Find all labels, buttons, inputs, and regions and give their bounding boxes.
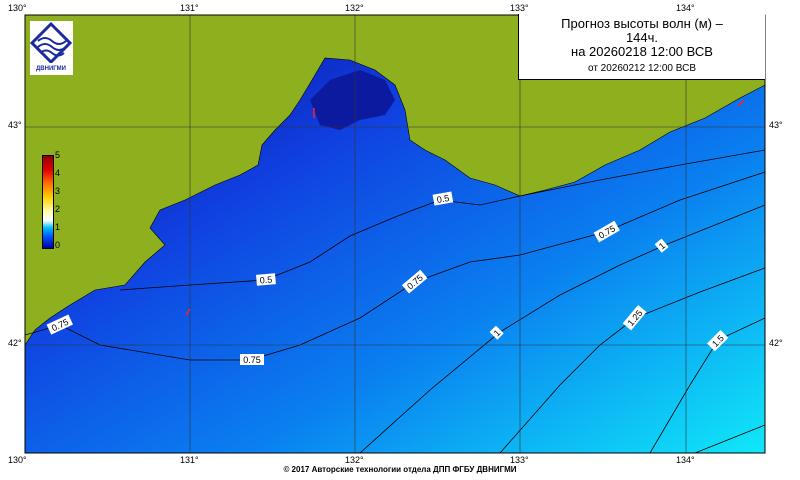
grid bbox=[25, 15, 765, 453]
color-scale-legend bbox=[42, 155, 54, 249]
copyright-footer: © 2017 Авторские технологии отдела ДПП Ф… bbox=[283, 465, 517, 474]
legend-label: 5 bbox=[55, 150, 61, 160]
contour-label: 0.5 bbox=[256, 273, 276, 286]
svg-text:0.75: 0.75 bbox=[243, 355, 261, 365]
legend-label: 4 bbox=[55, 168, 61, 178]
lon-tick: 130° bbox=[8, 3, 27, 13]
lon-tick: 134° bbox=[676, 455, 695, 465]
land bbox=[25, 15, 765, 346]
lat-tick: 43° bbox=[8, 120, 22, 130]
lon-tick: 132° bbox=[345, 455, 364, 465]
valid-time: на 20260218 12:00 ВСВ bbox=[571, 44, 713, 59]
contour-label: 1 bbox=[489, 325, 504, 340]
lon-tick: 131° bbox=[180, 3, 199, 13]
svg-text:0.5: 0.5 bbox=[259, 274, 272, 285]
lat-tick: 43° bbox=[769, 120, 783, 130]
lon-tick: 132° bbox=[345, 3, 364, 13]
lon-tick: 134° bbox=[676, 3, 695, 13]
lon-tick: 130° bbox=[8, 455, 27, 465]
legend-label: 0 bbox=[55, 240, 61, 250]
svg-text:1: 1 bbox=[657, 241, 667, 252]
contour-label: 0.75 bbox=[240, 354, 264, 365]
lon-tick: 131° bbox=[180, 455, 199, 465]
legend-label: 1 bbox=[55, 222, 61, 232]
legend-label: 2 bbox=[55, 204, 61, 214]
legend-label: 3 bbox=[55, 186, 61, 196]
svg-text:1: 1 bbox=[492, 328, 503, 339]
contour-label: 0.5 bbox=[432, 191, 454, 206]
issued-time: от 20260212 12:00 ВСВ bbox=[587, 63, 696, 74]
lat-tick: 42° bbox=[769, 338, 783, 348]
lat-tick: 42° bbox=[8, 338, 22, 348]
title-line1: Прогноз высоты волн (м) – bbox=[561, 16, 723, 31]
lon-tick: 133° bbox=[510, 455, 529, 465]
wave-direction-arrows bbox=[185, 99, 745, 316]
svg-text:0.5: 0.5 bbox=[436, 193, 450, 205]
lon-tick: 133° bbox=[510, 3, 529, 13]
dvnigmi-logo: ДВНИГМИ bbox=[29, 21, 73, 75]
title-line2: 144ч. bbox=[625, 30, 659, 45]
title-box: Прогноз высоты волн (м) – 144ч. на 20260… bbox=[518, 14, 765, 80]
svg-text:ДВНИГМИ: ДВНИГМИ bbox=[36, 66, 66, 72]
contour-label: 1 bbox=[654, 238, 669, 253]
